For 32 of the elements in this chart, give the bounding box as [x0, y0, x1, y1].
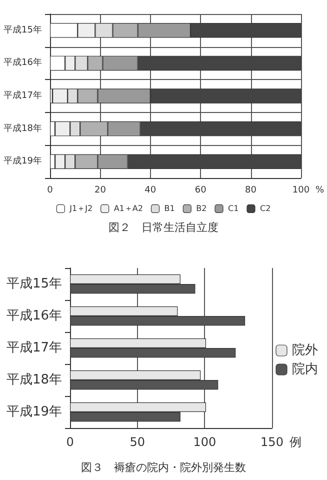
x-tick-label: 100	[292, 186, 310, 196]
legend-label: B1	[164, 204, 175, 214]
legend-label: C2	[260, 204, 271, 214]
y-tick-label: 平成18年	[4, 122, 42, 134]
y-tick-label: 平成18年	[6, 372, 62, 388]
x-tick-label: 20	[94, 186, 106, 196]
y-tick-label: 平成16年	[6, 308, 62, 324]
x-tick-label: 50	[130, 435, 145, 449]
x-tick-label: 0	[66, 435, 74, 449]
y-tick-label: 平成19年	[6, 404, 62, 420]
legend-label: A1＋A2	[114, 204, 143, 214]
y-tick-label: 平成17年	[6, 340, 62, 356]
legend-label: 院内	[292, 362, 318, 377]
y-tick-label: 平成17年	[4, 90, 42, 101]
x-axis-title: 例	[289, 435, 302, 449]
x-tick-label: 0	[47, 186, 54, 196]
x-tick-label: 60	[194, 186, 207, 196]
y-tick-label: 平成19年	[4, 156, 42, 167]
y-tick-label: 平成15年	[6, 276, 62, 292]
y-tick-label: 平成15年	[4, 24, 42, 36]
y-tick-label: 平成16年	[4, 57, 42, 68]
text: 図２ 日常生活自立度	[108, 221, 218, 234]
x-tick-label: 40	[144, 186, 156, 196]
x-axis-title: %	[315, 186, 324, 196]
legend-label: C1	[228, 204, 239, 214]
x-tick-label: 150	[260, 435, 284, 449]
text: 図３ 褥瘡の院内・院外別発生数	[81, 461, 246, 474]
legend-label: J1＋J2	[68, 204, 93, 214]
x-tick-label: 80	[245, 186, 257, 196]
x-tick-label: 100	[193, 435, 216, 449]
legend-label: 院外	[292, 343, 318, 358]
legend-label: B2	[196, 204, 207, 214]
